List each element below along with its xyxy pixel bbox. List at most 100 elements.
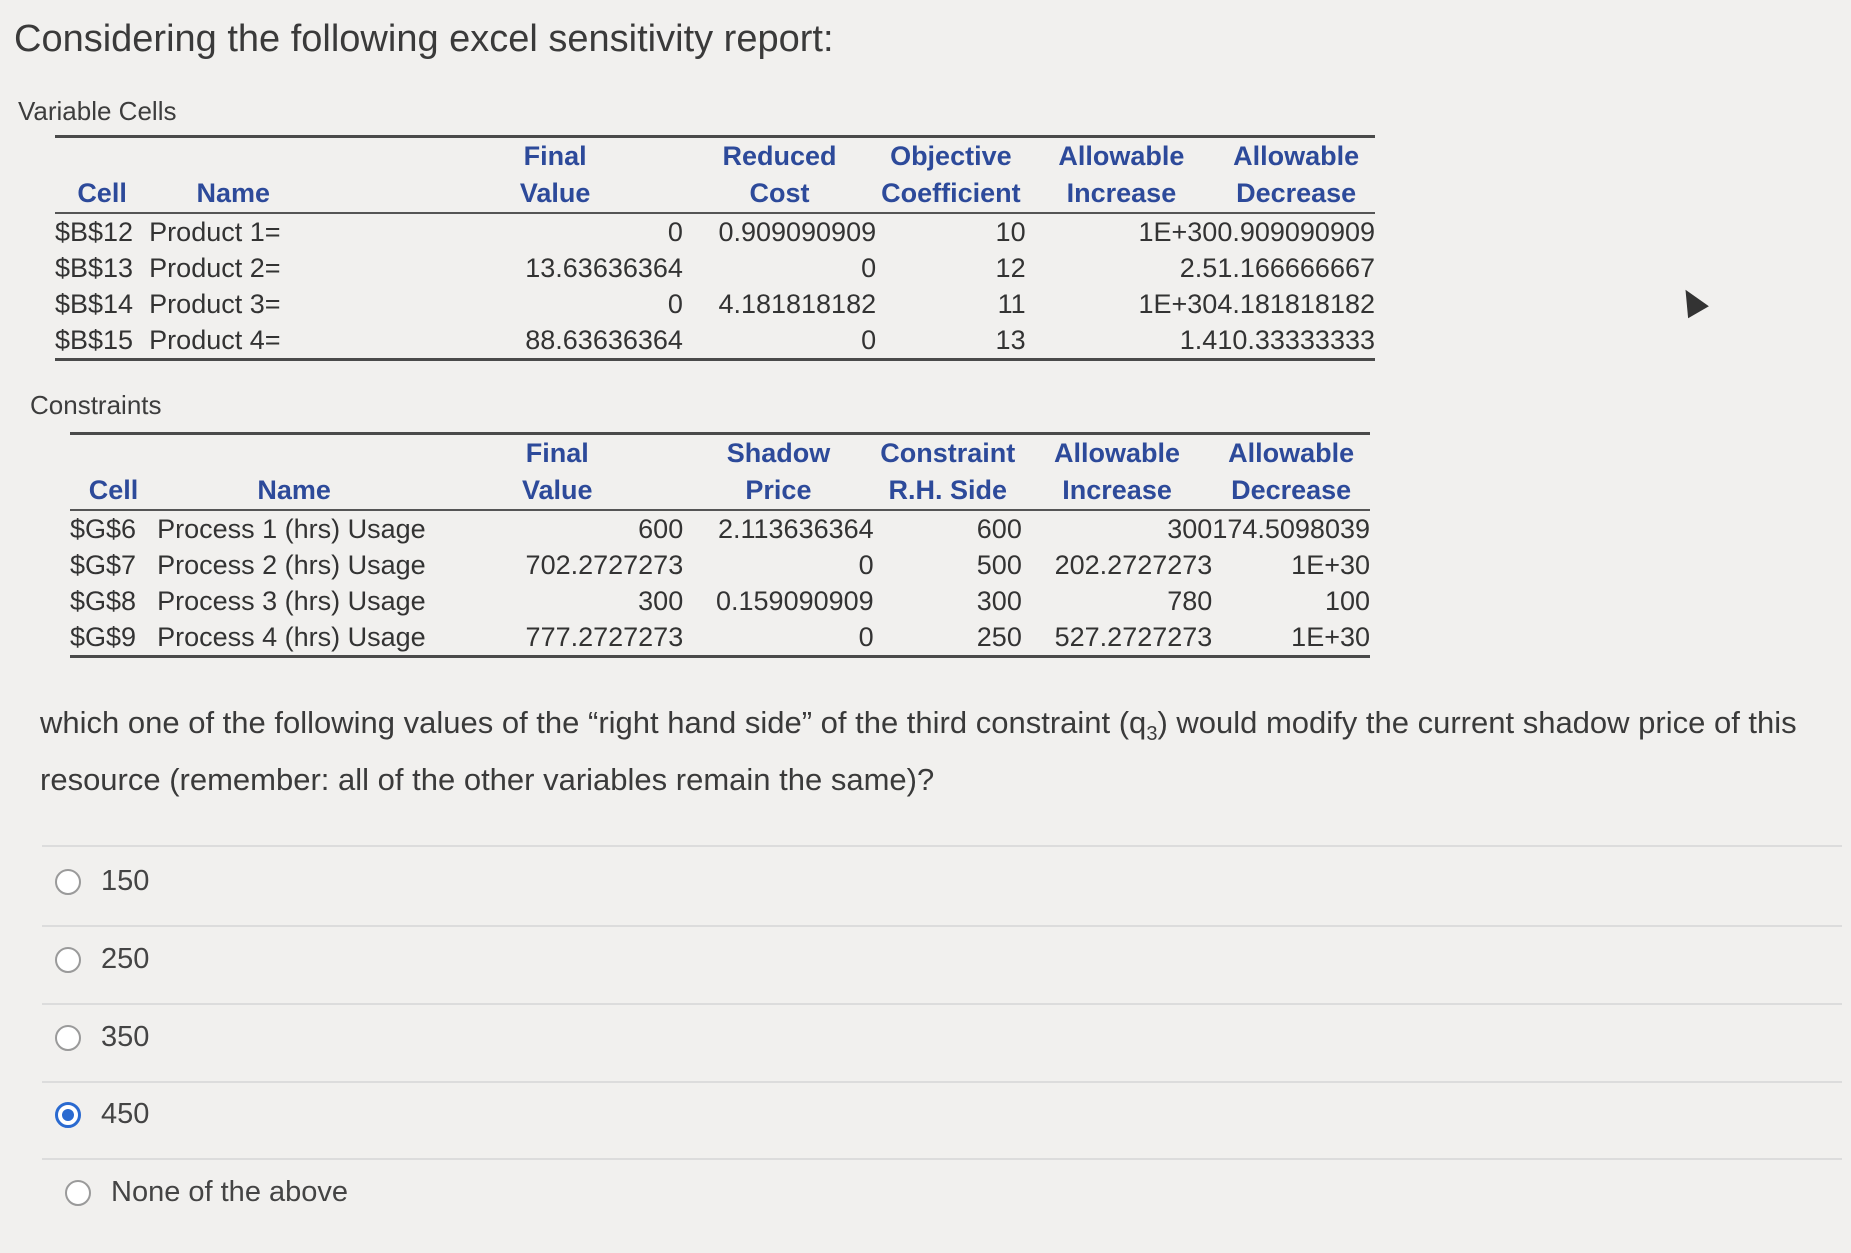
option-label: 150 — [101, 865, 150, 897]
radio-selected-icon[interactable] — [55, 1101, 81, 1128]
header-final-value-1: Final — [523, 141, 587, 171]
header-shadow-price-1: Shadow — [726, 438, 831, 468]
cell-name: Product 3= — [149, 289, 281, 319]
header-constraint-rhs-2: R.H. Side — [888, 475, 1008, 505]
header-allowable-decrease-1: Allowable — [1228, 438, 1355, 468]
cell-name: Process 1 (hrs) Usage — [157, 514, 426, 544]
variable-header-row-2: Cell Name Value Cost Coefficient Increas… — [55, 175, 1375, 213]
cell-objective-coefficient: 11 — [997, 289, 1026, 319]
cell-allowable-increase: 1E+30 — [1138, 289, 1218, 319]
divider — [42, 1003, 1842, 1005]
header-objective-coefficient-1: Objective — [890, 141, 1012, 171]
cell-ref: $G$7 — [70, 550, 137, 580]
cell-name: Product 1= — [149, 217, 281, 247]
radio-icon[interactable] — [55, 946, 81, 973]
table-row: $B$12 Product 1= 0 0.909090909 10 1E+30 … — [55, 213, 1375, 250]
cell-shadow-price: 0 — [858, 550, 874, 580]
cell-ref: $G$6 — [70, 514, 137, 544]
header-allowable-increase-1: Allowable — [1054, 438, 1181, 468]
radio-icon[interactable] — [65, 1179, 91, 1206]
cell-reduced-cost: 0.909090909 — [718, 217, 877, 247]
cell-allowable-increase: 202.2727273 — [1054, 550, 1213, 580]
cell-objective-coefficient: 12 — [995, 253, 1026, 283]
cell-constraint-rhs: 250 — [976, 622, 1022, 652]
cell-allowable-decrease: 174.5098039 — [1212, 514, 1370, 544]
cell-allowable-increase: 1.4 — [1179, 325, 1218, 355]
table-row: $B$13 Product 2= 13.63636364 0 12 2.5 1.… — [55, 250, 1375, 286]
header-final-value-2: Value — [519, 178, 591, 208]
constraints-table: Final Shadow Constraint Allowable Allowa… — [70, 432, 1370, 658]
cell-allowable-increase: 780 — [1167, 586, 1213, 616]
divider — [42, 1081, 1842, 1083]
page-heading: Considering the following excel sensitiv… — [14, 18, 834, 60]
answer-option-350[interactable]: 350 — [55, 1021, 149, 1054]
constraints-header-row-1: Final Shadow Constraint Allowable Allowa… — [70, 433, 1370, 473]
question-text-end: ) would modify the current shadow price … — [40, 705, 1797, 798]
table-row: $G$9 Process 4 (hrs) Usage 777.2727273 0… — [70, 619, 1370, 657]
cell-final-value: 13.63636364 — [525, 253, 683, 283]
cell-allowable-decrease: 10.33333333 — [1217, 325, 1375, 355]
cell-name: Product 2= — [149, 253, 281, 283]
cell-constraint-rhs: 300 — [976, 586, 1022, 616]
answer-option-150[interactable]: 150 — [55, 865, 149, 898]
cell-allowable-decrease: 1E+30 — [1291, 622, 1370, 652]
cell-final-value: 0 — [667, 217, 683, 247]
header-allowable-decrease-1: Allowable — [1233, 141, 1360, 171]
header-name: Name — [196, 178, 270, 208]
radio-icon[interactable] — [55, 868, 81, 895]
answer-option-450[interactable]: 450 — [55, 1098, 149, 1131]
header-constraint-rhs-1: Constraint — [880, 438, 1016, 468]
cell-ref: $G$9 — [70, 622, 137, 652]
divider — [42, 925, 1842, 927]
cell-final-value: 702.2727273 — [525, 550, 684, 580]
option-label: None of the above — [111, 1176, 349, 1208]
mouse-cursor-icon — [1675, 283, 1709, 319]
header-reduced-cost-1: Reduced — [722, 141, 837, 171]
cell-objective-coefficient: 10 — [995, 217, 1026, 247]
divider — [42, 1158, 1842, 1160]
answer-option-none[interactable]: None of the above — [65, 1176, 348, 1209]
question-subscript: 3 — [1146, 723, 1158, 746]
table-row: $G$7 Process 2 (hrs) Usage 702.2727273 0… — [70, 547, 1370, 583]
cell-final-value: 300 — [638, 586, 684, 616]
cell-reduced-cost: 0 — [861, 325, 877, 355]
cell-ref: $B$12 — [55, 217, 134, 247]
cell-ref: $G$8 — [70, 586, 137, 616]
header-final-value-1: Final — [525, 438, 589, 468]
divider — [42, 845, 1842, 847]
variable-cells-table: Final Reduced Objective Allowable Allowa… — [55, 135, 1375, 361]
cell-final-value: 88.63636364 — [525, 325, 683, 355]
cell-allowable-increase: 1E+30 — [1138, 217, 1218, 247]
table-row: $G$8 Process 3 (hrs) Usage 300 0.1590909… — [70, 583, 1370, 619]
cell-allowable-decrease: 100 — [1324, 586, 1370, 616]
cell-allowable-increase: 2.5 — [1179, 253, 1218, 283]
cell-name: Process 2 (hrs) Usage — [157, 550, 426, 580]
cell-final-value: 777.2727273 — [525, 622, 684, 652]
cell-final-value: 600 — [638, 514, 684, 544]
cell-constraint-rhs: 600 — [976, 514, 1022, 544]
answer-option-250[interactable]: 250 — [55, 943, 149, 976]
cell-shadow-price: 0 — [858, 622, 874, 652]
cell-final-value: 0 — [667, 289, 683, 319]
header-cell: Cell — [88, 475, 139, 505]
cell-ref: $B$13 — [55, 253, 134, 283]
variable-cells-label: Variable Cells — [18, 96, 177, 126]
cell-ref: $B$15 — [55, 325, 134, 355]
header-reduced-cost-2: Cost — [749, 178, 810, 208]
radio-icon[interactable] — [55, 1024, 81, 1051]
option-label: 450 — [101, 1098, 150, 1130]
header-allowable-increase-2: Increase — [1062, 475, 1172, 505]
header-name: Name — [257, 475, 331, 505]
header-allowable-decrease-2: Decrease — [1236, 178, 1357, 208]
header-allowable-increase-1: Allowable — [1058, 141, 1185, 171]
cell-allowable-increase: 527.2727273 — [1054, 622, 1213, 652]
cell-allowable-decrease: 1E+30 — [1291, 550, 1370, 580]
constraints-header-row-2: Cell Name Value Price R.H. Side Increase… — [70, 472, 1370, 510]
cell-shadow-price: 0.159090909 — [716, 586, 874, 616]
cell-reduced-cost: 4.181818182 — [718, 289, 877, 319]
cell-shadow-price: 2.113636364 — [718, 514, 874, 544]
cell-objective-coefficient: 13 — [995, 325, 1026, 355]
cell-allowable-increase: 300 — [1167, 514, 1213, 544]
cell-name: Process 4 (hrs) Usage — [157, 622, 426, 652]
cell-reduced-cost: 0 — [861, 253, 877, 283]
